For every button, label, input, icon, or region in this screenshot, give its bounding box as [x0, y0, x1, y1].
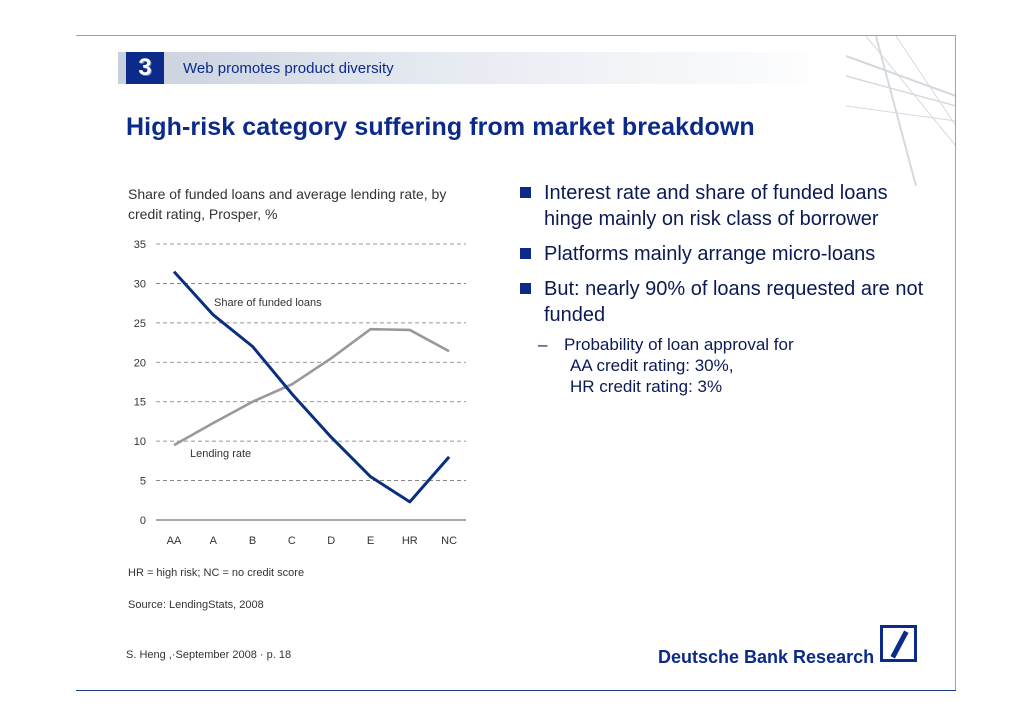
chart-note: HR = high risk; NC = no credit score	[128, 567, 305, 579]
x-tick-label: C	[288, 535, 296, 547]
sub-bullet-dash: –	[538, 335, 548, 354]
y-tick-label: 15	[134, 397, 146, 409]
x-tick-label: B	[249, 535, 256, 547]
y-tick-label: 35	[134, 239, 146, 251]
sub-bullet-line: HR credit rating: 3%	[570, 377, 723, 396]
bullet-item: Platforms mainly arrange micro-loans	[518, 241, 938, 267]
chart-source: Source: LendingStats, 2008	[128, 599, 264, 611]
x-tick-label: A	[210, 535, 218, 547]
deutsche-bank-logo-icon	[880, 625, 917, 662]
y-tick-label: 30	[134, 278, 146, 290]
sub-bullet: – Probability of loan approval for AA cr…	[518, 334, 938, 397]
y-tick-label: 0	[140, 515, 146, 527]
bullet-list: Interest rate and share of funded loans …	[518, 180, 938, 397]
series-line-lending-rate	[173, 327, 450, 447]
bullet-text: Platforms mainly arrange micro-loans	[544, 243, 876, 265]
x-tick-label: E	[367, 535, 374, 547]
bullet-item: But: nearly 90% of loans requested are n…	[518, 276, 938, 328]
bullet-square-icon	[520, 248, 531, 259]
y-tick-label: 5	[140, 476, 146, 488]
sub-bullet-line: Probability of loan approval for	[564, 335, 794, 354]
top-rule	[76, 35, 956, 36]
y-tick-label: 10	[134, 436, 146, 448]
footer-text: S. Heng ,·September 2008 · p. 18	[126, 649, 292, 661]
series-label-share-of-funded-loans: Share of funded loans	[214, 297, 322, 309]
section-number: 3	[126, 52, 164, 84]
series-label-lending-rate: Lending rate	[190, 448, 251, 460]
bottom-rule	[76, 690, 956, 691]
bullet-square-icon	[520, 187, 531, 198]
right-rule	[955, 35, 956, 691]
sub-bullet-line: AA credit rating: 30%,	[570, 356, 734, 375]
y-tick-label: 25	[134, 318, 146, 330]
header-band	[118, 52, 838, 84]
slide-headline: High-risk category suffering from market…	[126, 113, 755, 141]
x-tick-label: D	[327, 535, 335, 547]
bridge-image	[846, 36, 956, 186]
brand-name: Deutsche Bank Research	[658, 647, 875, 667]
x-tick-label: HR	[402, 535, 418, 547]
y-tick-label: 20	[134, 357, 146, 369]
chart-caption: Share of funded loans and average lendin…	[128, 186, 447, 222]
x-tick-label: NC	[441, 535, 457, 547]
bullet-square-icon	[520, 283, 531, 294]
section-title: Web promotes product diversity	[183, 60, 394, 77]
series-line-share-of-funded-loans	[172, 270, 451, 504]
bullet-item: Interest rate and share of funded loans …	[518, 180, 938, 232]
bullet-text: Interest rate and share of funded loans …	[544, 182, 888, 230]
x-tick-label: AA	[167, 535, 182, 547]
bullet-text: But: nearly 90% of loans requested are n…	[544, 278, 924, 326]
